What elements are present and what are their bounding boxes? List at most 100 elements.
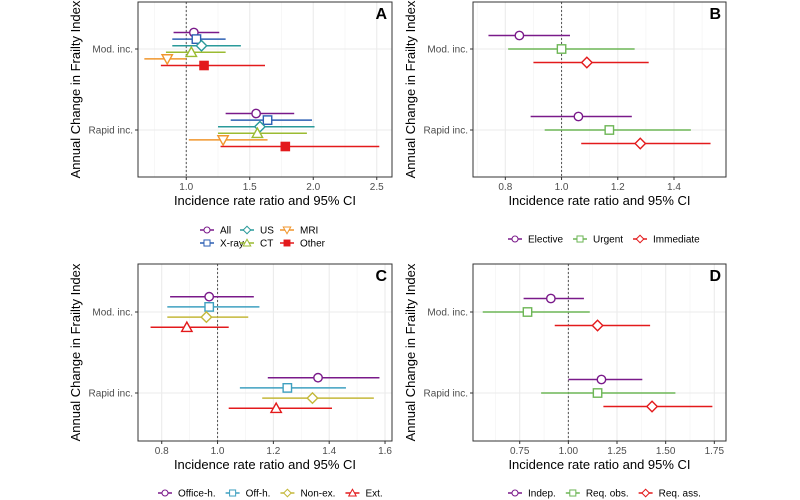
x-tick-label: 1.25 <box>607 446 627 457</box>
plot-background <box>473 2 726 177</box>
point-estimate <box>545 293 556 304</box>
y-tick-label: Rapid inc. <box>424 389 468 400</box>
legend: Indep. Req. obs. Req. ass. <box>508 489 701 500</box>
legend-item: Office-h. <box>158 489 216 500</box>
legend-item: Urgent <box>573 235 623 246</box>
legend-item: Elective <box>508 235 563 246</box>
point-estimate <box>269 401 283 414</box>
x-tick-label: 0.8 <box>498 182 512 193</box>
point-estimate <box>280 141 291 152</box>
panel-b: B 0.8 1.0 1.2 1.4 Mod. inc. Rapid inc. Incidenc… <box>403 0 727 246</box>
panel-tag: A <box>375 6 387 23</box>
legend-item: Immediate <box>633 235 700 246</box>
y-tick-label: Mod. inc. <box>92 45 133 56</box>
legend-key-marker <box>242 225 252 235</box>
panel-border <box>472 1 727 178</box>
point-estimate <box>191 34 202 45</box>
legend-label: Elective <box>528 235 563 246</box>
x-tick-label: 1.0 <box>211 446 225 457</box>
x-tick-label: 1.0 <box>179 182 193 193</box>
x-axis-title: Incidence rate ratio and 95% CI <box>174 193 356 208</box>
panel-a: A 1.0 1.5 2.0 2.5 Mod. inc. Rapid inc. Incidenc… <box>68 0 393 250</box>
point-estimate <box>262 115 273 126</box>
legend-item: Non-ex. <box>280 489 335 500</box>
y-tick-label: Mod. inc. <box>427 45 468 56</box>
legend-label: Immediate <box>653 235 700 246</box>
legend-item: Other <box>280 239 326 250</box>
point-estimate <box>184 45 198 58</box>
x-tick-label: 2.5 <box>370 182 384 193</box>
point-estimate <box>180 320 194 333</box>
legend-key-marker <box>283 239 291 247</box>
legend-label: MRI <box>300 226 318 237</box>
legend-label: Indep. <box>528 489 556 500</box>
y-tick-label: Mod. inc. <box>427 308 468 319</box>
point-estimate <box>204 302 215 312</box>
legend-key-marker <box>203 239 211 247</box>
plot-background <box>138 2 392 177</box>
legend-label: Req. ass. <box>659 489 701 500</box>
legend-item: X-ray <box>200 239 244 250</box>
point-estimate <box>313 372 323 383</box>
legend-item: MRI <box>280 226 318 237</box>
x-tick-label: 0.75 <box>510 446 530 457</box>
panel-tag: B <box>709 6 721 23</box>
panel-border <box>137 263 393 442</box>
y-tick-label: Rapid inc. <box>89 126 133 137</box>
legend: Elective Urgent Immediate <box>508 235 700 246</box>
x-axis-title: Incidence rate ratio and 95% CI <box>508 457 690 472</box>
y-axis-title: Annual Change in Frailty Index <box>403 263 418 441</box>
legend-item: Req. ass. <box>638 488 701 500</box>
point-estimate <box>604 125 615 135</box>
legend: Office-h. Off-h. Non-ex. Ext. <box>158 488 383 500</box>
legend-label: Ext. <box>365 489 382 500</box>
x-tick-label: 1.5 <box>243 182 257 193</box>
legend-label: CT <box>260 239 273 250</box>
legend: All X-ray US CT MRI Other <box>200 226 326 250</box>
legend-item: US <box>240 226 274 237</box>
point-estimate <box>250 126 264 139</box>
point-estimate <box>204 291 215 302</box>
point-estimate <box>591 319 604 332</box>
panel-tag: D <box>709 268 721 285</box>
x-tick-label: 1.2 <box>266 446 280 457</box>
point-estimate <box>195 39 208 52</box>
legend-label: Req. obs. <box>586 489 629 500</box>
legend-key-marker <box>641 488 651 498</box>
legend-key-marker <box>242 238 252 247</box>
point-estimate <box>522 307 533 317</box>
x-axis-title: Incidence rate ratio and 95% CI <box>174 457 356 472</box>
panel-border <box>137 1 393 178</box>
x-tick-label: 1.2 <box>611 182 625 193</box>
y-axis-title: Annual Change in Frailty Index <box>403 0 418 178</box>
legend-key-marker <box>203 226 211 234</box>
legend-label: Other <box>300 239 326 250</box>
legend-key-marker <box>282 226 292 235</box>
point-estimate <box>199 60 209 71</box>
x-tick-label: 0.8 <box>155 446 169 457</box>
x-tick-label: 1.00 <box>559 446 579 457</box>
x-tick-label: 2.0 <box>306 182 320 193</box>
legend-key-marker <box>511 235 519 243</box>
legend-key-marker <box>161 489 169 497</box>
point-estimate <box>573 111 584 122</box>
point-estimate <box>645 400 659 413</box>
panel-tag: C <box>375 268 387 285</box>
legend-label: Non-ex. <box>300 489 335 500</box>
point-estimate <box>306 391 319 405</box>
legend-item: Ext. <box>345 488 383 500</box>
point-estimate <box>592 388 603 398</box>
point-estimate <box>556 44 567 54</box>
legend-key-marker <box>569 489 577 497</box>
legend-item: Indep. <box>508 489 556 500</box>
plot-background <box>473 264 726 441</box>
x-tick-label: 1.4 <box>667 182 681 193</box>
point-estimate <box>216 135 230 147</box>
point-estimate <box>514 30 525 41</box>
point-estimate <box>160 54 174 66</box>
point-estimate <box>282 383 293 393</box>
x-tick-label: 1.0 <box>555 182 569 193</box>
legend-label: X-ray <box>220 239 244 250</box>
legend-label: Office-h. <box>178 489 216 500</box>
